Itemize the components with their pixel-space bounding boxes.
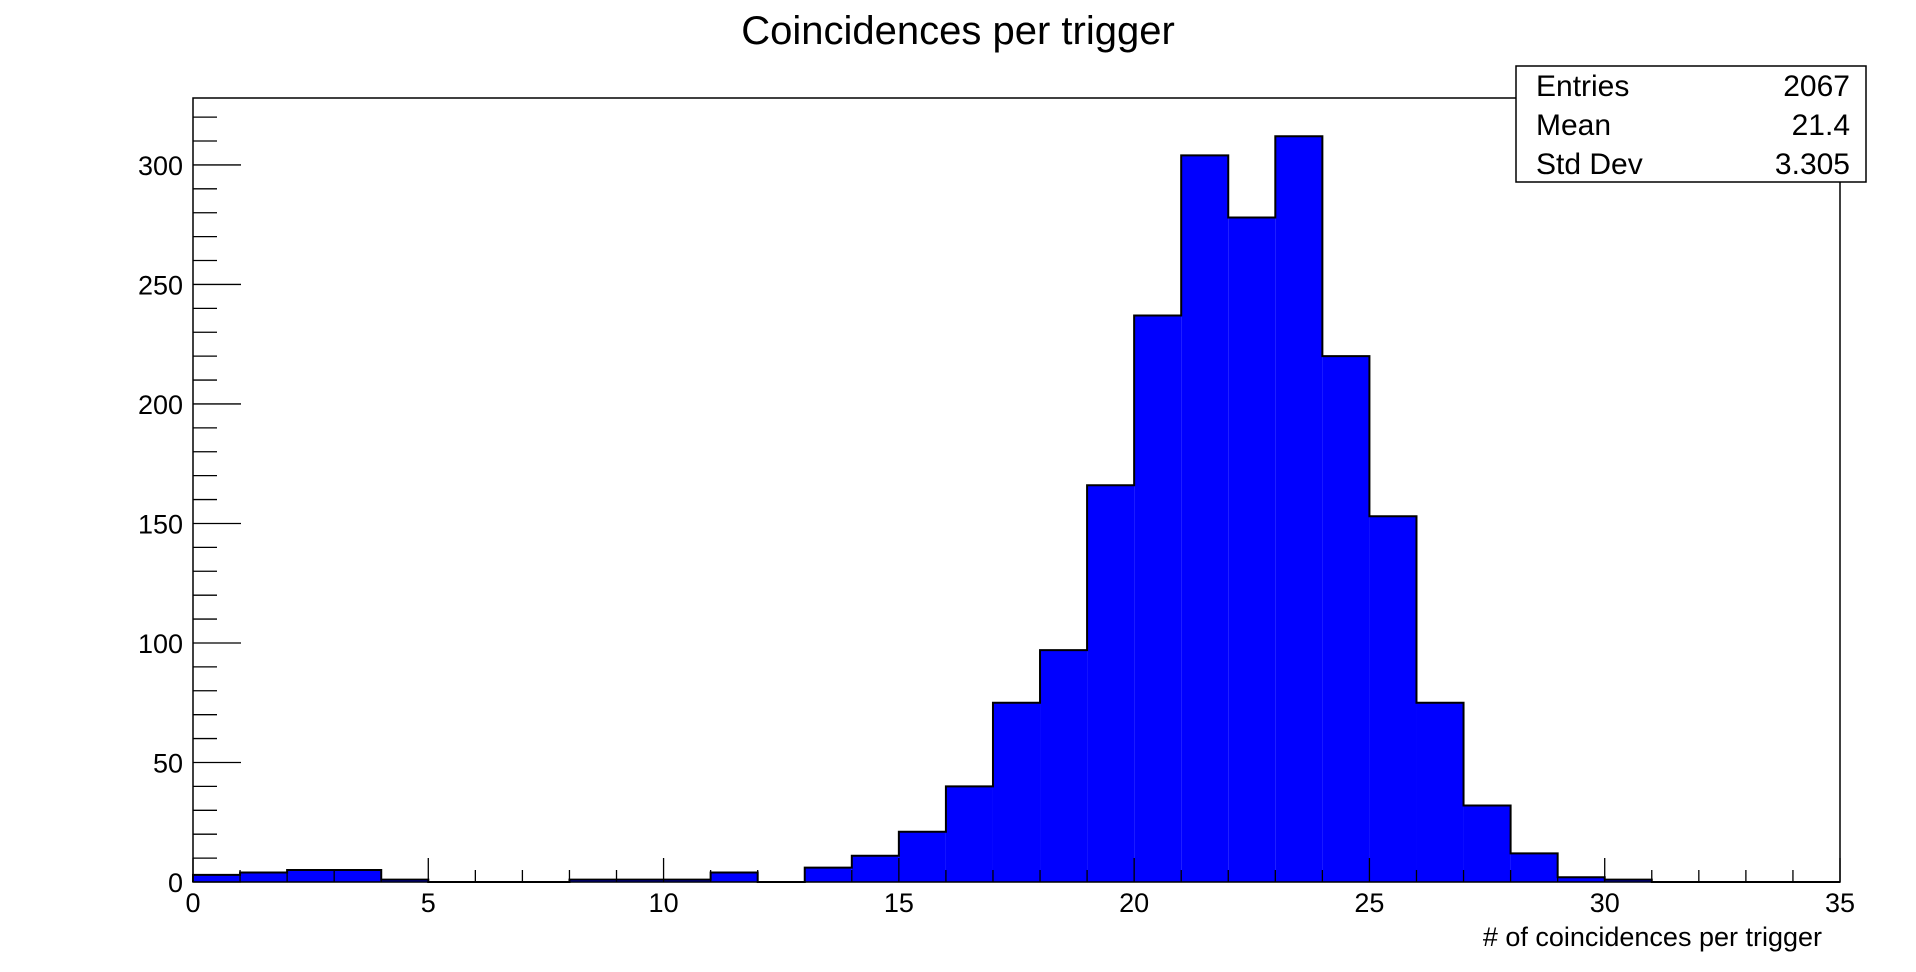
histogram-bar — [1087, 485, 1135, 882]
x-tick-label: 25 — [1354, 888, 1384, 918]
histogram-bar — [569, 879, 617, 882]
x-tick-label: 35 — [1825, 888, 1855, 918]
histogram-bar — [898, 831, 946, 882]
stats-value: 2067 — [1783, 70, 1850, 103]
x-axis: 0 5 10 15 20 25 30 35 — [185, 858, 1855, 918]
histogram-bar — [1322, 356, 1370, 882]
histogram-bar — [1463, 805, 1511, 882]
plot-frame — [192, 97, 1841, 883]
histogram-bar — [381, 879, 429, 882]
stats-value: 21.4 — [1792, 109, 1850, 142]
y-tick-label: 100 — [138, 629, 183, 659]
histogram-bar — [1040, 650, 1088, 882]
histogram-bar — [334, 870, 382, 882]
stats-box: Entries 2067 Mean 21.4 Std Dev 3.305 — [1515, 65, 1867, 183]
histogram-bar — [992, 702, 1041, 882]
y-axis: 0 50 100 150 200 250 300 — [138, 116, 241, 898]
stats-box-frame — [1515, 65, 1867, 183]
y-tick-label: 150 — [138, 509, 183, 539]
x-tick-label: 5 — [421, 888, 436, 918]
histogram-bar — [945, 786, 993, 882]
x-tick-label: 30 — [1590, 888, 1620, 918]
chart-title: Coincidences per trigger — [741, 9, 1175, 53]
histogram-bar — [1134, 315, 1182, 882]
histogram-bar — [616, 879, 664, 882]
histogram-bar — [1604, 879, 1652, 882]
x-axis-label: # of coincidences per trigger — [1483, 922, 1822, 952]
histogram-bar — [1369, 516, 1417, 882]
histogram-bar — [287, 870, 335, 882]
y-tick-label: 200 — [138, 390, 183, 420]
histogram-bar — [663, 879, 711, 882]
stats-value: 3.305 — [1775, 148, 1850, 181]
histogram-bar — [710, 872, 758, 882]
histogram-bar — [851, 855, 899, 882]
histogram-bar — [1510, 853, 1558, 882]
histogram-bars — [192, 135, 1840, 883]
histogram-bar — [1416, 702, 1464, 882]
stats-label: Entries — [1536, 70, 1629, 103]
stats-label: Std Dev — [1536, 148, 1643, 181]
histogram-bar — [240, 872, 288, 882]
y-tick-label: 300 — [138, 151, 183, 181]
stats-label: Mean — [1536, 109, 1611, 142]
histogram-bar — [804, 867, 852, 882]
x-tick-label: 0 — [185, 888, 200, 918]
x-tick-label: 15 — [884, 888, 914, 918]
histogram-bar — [1181, 155, 1229, 883]
histogram-bar — [1557, 877, 1605, 882]
histogram-bar — [193, 874, 241, 882]
histogram-bar — [1275, 136, 1323, 882]
x-tick-label: 10 — [649, 888, 679, 918]
y-tick-label: 0 — [168, 868, 183, 898]
x-tick-label: 20 — [1119, 888, 1149, 918]
histogram-bar — [1228, 217, 1276, 882]
y-tick-label: 250 — [138, 270, 183, 300]
y-tick-label: 50 — [153, 748, 183, 778]
